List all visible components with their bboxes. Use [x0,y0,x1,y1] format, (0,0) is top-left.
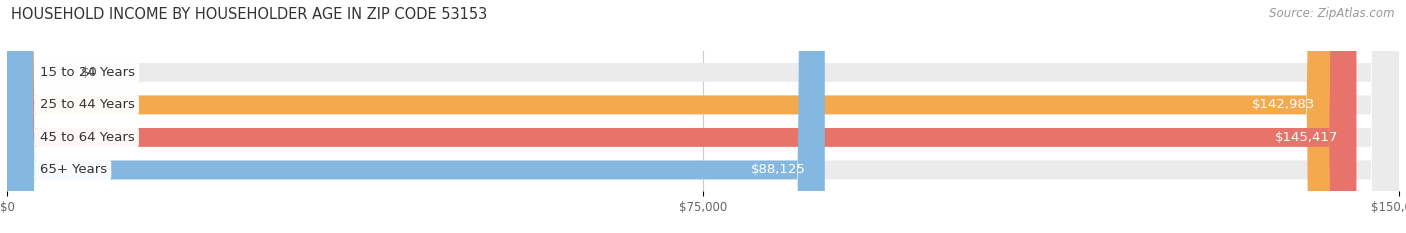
FancyBboxPatch shape [7,0,1399,233]
Text: 65+ Years: 65+ Years [39,163,107,176]
FancyBboxPatch shape [7,0,1399,233]
Text: 25 to 44 Years: 25 to 44 Years [39,98,135,111]
Text: Source: ZipAtlas.com: Source: ZipAtlas.com [1270,7,1395,20]
Text: 15 to 24 Years: 15 to 24 Years [39,66,135,79]
Text: 45 to 64 Years: 45 to 64 Years [39,131,134,144]
FancyBboxPatch shape [7,0,1399,233]
Text: $0: $0 [82,66,98,79]
FancyBboxPatch shape [7,0,1399,233]
Text: $145,417: $145,417 [1274,131,1339,144]
Text: $88,125: $88,125 [751,163,806,176]
FancyBboxPatch shape [7,0,825,233]
FancyBboxPatch shape [7,0,1357,233]
Text: $142,983: $142,983 [1253,98,1315,111]
FancyBboxPatch shape [7,0,1334,233]
Text: HOUSEHOLD INCOME BY HOUSEHOLDER AGE IN ZIP CODE 53153: HOUSEHOLD INCOME BY HOUSEHOLDER AGE IN Z… [11,7,488,22]
